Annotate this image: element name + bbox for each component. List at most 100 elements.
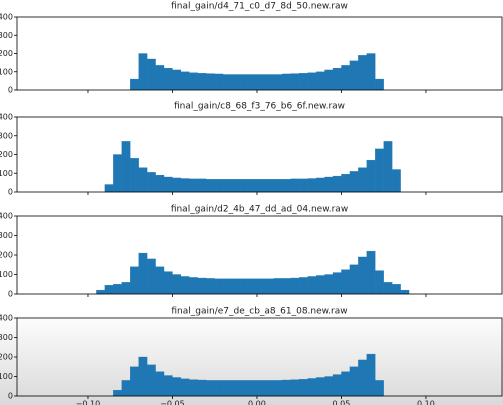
y-tick-label: 300 <box>0 231 13 240</box>
histogram-bar <box>223 179 232 193</box>
histogram-bar <box>299 277 308 295</box>
histogram-bar <box>180 276 190 295</box>
histogram-bar <box>155 65 165 91</box>
histogram-bar <box>138 167 148 193</box>
histogram-bar <box>163 271 173 295</box>
x-tick-label: 0.05 <box>333 400 351 405</box>
histogram-bar <box>130 366 139 397</box>
histogram-bar <box>163 176 173 193</box>
histogram-bar <box>256 278 266 295</box>
histogram-bar <box>341 269 351 295</box>
histogram-bar <box>189 277 198 295</box>
histogram-bar <box>172 177 182 193</box>
histogram-bar <box>231 278 241 295</box>
histogram-bar <box>315 275 325 295</box>
histogram-bar <box>273 278 283 295</box>
histogram-bar <box>223 380 232 397</box>
histogram-bar <box>273 74 283 91</box>
histogram-bar <box>341 65 351 91</box>
histogram-bar <box>392 169 401 193</box>
axes-frame <box>16 16 503 91</box>
histogram-bar <box>206 179 215 193</box>
histogram-bar <box>138 53 148 91</box>
histogram-bar <box>248 179 258 193</box>
subplot-title: final_gain/d2_4b_47_dd_ad_04.new.raw <box>171 205 348 215</box>
histogram-bar <box>231 74 241 91</box>
histogram-bar <box>155 371 165 397</box>
y-tick-label: 200 <box>0 150 13 159</box>
histogram-bar <box>324 376 334 397</box>
histogram-bar <box>282 278 291 295</box>
histogram-bar <box>366 53 376 91</box>
histogram-bar <box>206 380 215 397</box>
histogram-bar <box>146 172 156 193</box>
histogram-bar <box>307 178 317 193</box>
histogram-bar <box>113 154 122 193</box>
histogram-bar <box>130 78 139 91</box>
histogram-bar <box>155 174 165 193</box>
y-tick-label: 100 <box>0 169 13 178</box>
histogram-bar <box>146 364 156 397</box>
histogram-bar <box>104 285 114 295</box>
y-tick-label: 100 <box>0 372 13 381</box>
subplot-title: final_gain/e7_de_cb_a8_61_08.new.raw <box>171 307 347 317</box>
histogram-bar <box>214 179 224 193</box>
histogram-bar <box>121 282 131 295</box>
histogram-bar <box>282 179 291 193</box>
histogram-bar <box>231 179 241 193</box>
histogram-bar <box>290 277 300 295</box>
histogram-bar <box>239 278 249 295</box>
subplot-title: final_gain/c8_68_f3_76_b6_6f.new.raw <box>174 102 345 112</box>
histogram-bar <box>206 278 215 295</box>
histogram-bar <box>366 353 376 397</box>
axes-frame <box>16 215 503 295</box>
histogram-bar <box>214 380 224 397</box>
y-tick-label: 400 <box>0 314 13 323</box>
histogram-bar <box>248 380 258 397</box>
y-tick-label: 100 <box>0 67 13 76</box>
histogram-bar <box>349 60 359 91</box>
histogram-bar <box>349 366 359 397</box>
histogram-bar <box>332 272 342 295</box>
histogram-bar <box>392 284 401 295</box>
histogram-bar <box>189 379 198 397</box>
y-tick-label: 300 <box>0 131 13 140</box>
histogram-bar <box>155 266 165 295</box>
histogram-bar <box>256 179 266 193</box>
y-tick-label: 200 <box>0 49 13 58</box>
x-tick-label: −0.05 <box>160 400 185 405</box>
histogram-bar <box>324 176 334 193</box>
histogram-bar <box>104 184 114 193</box>
histogram-bar <box>307 276 317 295</box>
histogram-bar <box>231 380 241 397</box>
histogram-bar <box>239 179 249 193</box>
histogram-bar <box>290 178 300 193</box>
histogram-bar <box>358 256 367 295</box>
histogram-bar <box>96 289 106 295</box>
histogram-bar <box>197 277 207 295</box>
histogram-bar <box>265 74 275 91</box>
histogram-bar <box>273 179 283 193</box>
histogram-bar <box>163 375 173 397</box>
histogram-bar <box>299 379 308 397</box>
histogram-bar <box>315 377 325 397</box>
histogram-bar <box>206 73 215 91</box>
histogram-bar <box>383 141 393 193</box>
histogram-bar <box>239 74 249 91</box>
x-tick-label: −0.10 <box>76 400 101 405</box>
histogram-bar <box>290 73 300 91</box>
y-tick-label: 0 <box>8 86 13 95</box>
histogram-bar <box>315 177 325 193</box>
histogram-bar <box>248 278 258 295</box>
histogram-bar <box>341 174 351 193</box>
y-tick-label: 0 <box>8 188 13 197</box>
axes-frame <box>16 317 503 397</box>
histogram-bar <box>332 175 342 193</box>
histogram-bar <box>214 73 224 91</box>
histogram-bar <box>248 74 258 91</box>
histogram-bar <box>130 266 139 295</box>
histogram-bar <box>121 380 131 397</box>
histogram-bar <box>265 179 275 193</box>
histogram-bar <box>273 380 283 397</box>
histogram-bar <box>358 55 367 91</box>
